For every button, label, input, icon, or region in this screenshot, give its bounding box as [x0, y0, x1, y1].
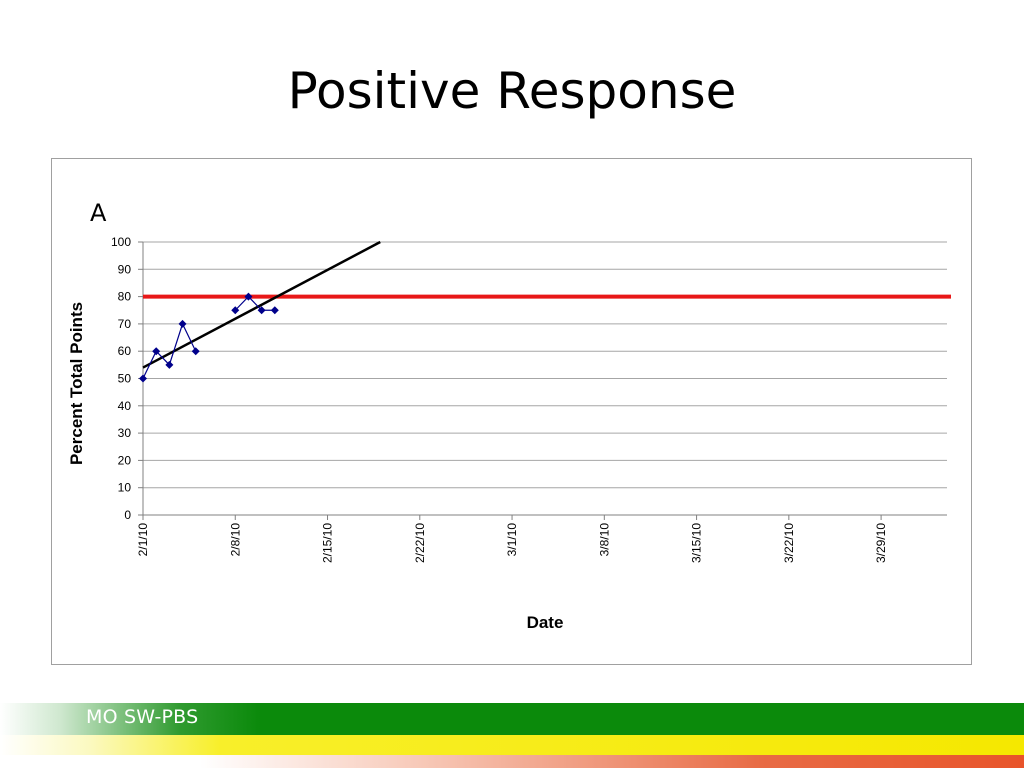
footer-yellow-band — [0, 735, 1024, 755]
footer-label: MO SW-PBS — [86, 706, 199, 728]
y-tick-label: 20 — [118, 453, 132, 467]
y-axis-label: Percent Total Points — [67, 302, 86, 465]
slide-title: Positive Response — [287, 62, 737, 120]
x-tick-label: 3/29/10 — [874, 523, 888, 563]
y-tick-label: 70 — [118, 317, 132, 331]
series-line — [234, 295, 275, 311]
footer-red-band — [0, 755, 1024, 768]
y-tick-label: 60 — [118, 344, 132, 358]
y-tick-label: 80 — [118, 290, 132, 304]
chart-frame: A 0 10 20 30 40 50 60 70 80 90 100 2/1/10 2/8/10 2/15/… — [51, 158, 972, 665]
data-point — [152, 347, 161, 356]
data-point — [231, 306, 240, 315]
line-chart: A 0 10 20 30 40 50 60 70 80 90 100 2/1/10 2/8/10 2/15/… — [67, 199, 951, 632]
x-axis-label: Date — [527, 613, 564, 632]
panel-label: A — [90, 199, 107, 227]
y-tick-label: 100 — [111, 235, 131, 249]
y-tick-label: 40 — [118, 399, 132, 413]
x-tick-label: 3/22/10 — [782, 523, 796, 563]
x-tick-label: 2/8/10 — [228, 523, 242, 557]
y-tick-label: 10 — [118, 481, 132, 495]
footer-green-band — [0, 703, 1024, 735]
y-tick-label: 50 — [118, 372, 132, 386]
data-point — [139, 374, 147, 383]
y-tick-label: 0 — [124, 508, 131, 522]
data-point — [178, 319, 187, 328]
data-point — [165, 360, 174, 369]
x-tick-label: 2/22/10 — [413, 523, 427, 563]
data-point — [257, 306, 266, 315]
data-point — [244, 292, 253, 301]
x-tick-label: 2/1/10 — [136, 523, 150, 557]
x-tick-label: 3/15/10 — [690, 523, 704, 563]
x-tick-label: 3/8/10 — [597, 523, 611, 557]
y-tick-label: 90 — [118, 262, 132, 276]
x-tick-label: 3/1/10 — [505, 523, 519, 557]
data-point — [191, 347, 200, 356]
x-tick-label: 2/15/10 — [321, 523, 335, 563]
footer-banner: MO SW-PBS — [0, 703, 1024, 768]
trend-line — [142, 240, 381, 369]
data-point — [270, 306, 279, 315]
y-tick-label: 30 — [118, 426, 132, 440]
